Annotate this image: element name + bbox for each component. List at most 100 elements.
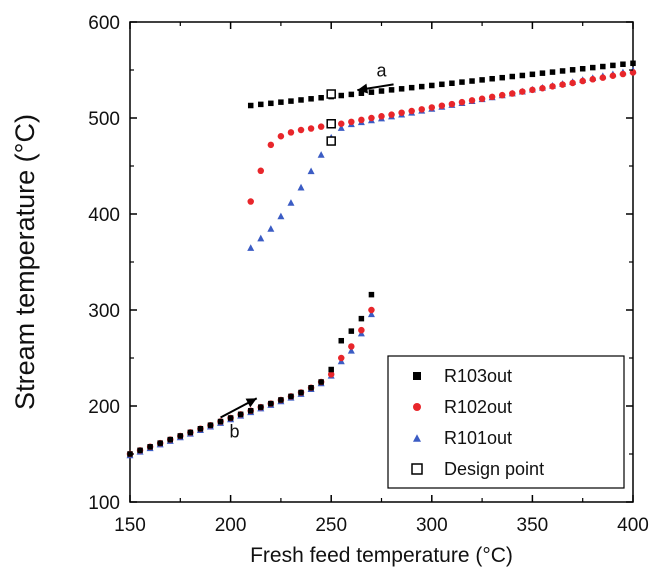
legend-marker-r102out	[413, 403, 421, 411]
r102out-point	[338, 120, 345, 128]
r103out-point	[418, 83, 425, 90]
legend-label-r103out: R103out	[444, 366, 512, 386]
r102out-point	[348, 118, 355, 126]
r102out-point	[297, 126, 305, 134]
r102out-point	[529, 86, 536, 94]
r102out-point	[307, 125, 315, 132]
r103out-point	[147, 444, 153, 450]
r103out-point	[288, 393, 294, 400]
r102out-point	[559, 81, 566, 88]
r103out-point	[237, 411, 244, 418]
r102out-point	[368, 114, 375, 122]
legend-marker-r101out	[413, 434, 421, 442]
r103out-point	[308, 96, 314, 102]
r103out-point	[499, 74, 505, 81]
r101out-point	[277, 212, 285, 220]
annotation-label-a: a	[376, 60, 387, 80]
r103out-point	[247, 408, 254, 414]
r102out-point	[509, 90, 516, 97]
r103out-point	[348, 328, 355, 334]
r102out-point	[478, 95, 486, 103]
r103out-point	[388, 87, 395, 93]
design-point-point	[326, 89, 336, 99]
r102out-point	[327, 371, 335, 378]
r103out-point	[227, 415, 234, 421]
r103out-point	[539, 70, 546, 76]
r102out-point	[348, 343, 355, 350]
r103out-point	[268, 400, 274, 407]
r103out-point	[590, 64, 596, 71]
r102out-point	[277, 132, 285, 140]
annotations: ab	[220, 60, 394, 442]
x-tick-label: 300	[416, 515, 448, 536]
r102out-point	[358, 326, 365, 334]
r101out-point	[257, 234, 265, 242]
legend-marker-design-point	[411, 463, 423, 475]
r102out-point	[368, 306, 375, 314]
series-design-point	[326, 89, 336, 146]
r101out-point	[367, 310, 375, 318]
annotation-arrowhead-b	[245, 398, 257, 408]
r103out-point	[509, 73, 516, 80]
r103out-point	[137, 447, 143, 454]
r103out-point	[247, 102, 254, 109]
r102out-point	[629, 69, 637, 76]
x-tick-label: 350	[517, 515, 549, 536]
r103out-point	[378, 88, 385, 94]
r102out-point	[428, 104, 436, 111]
r103out-point	[197, 426, 204, 432]
r103out-point	[318, 379, 324, 385]
legend-marker-r103out	[413, 372, 421, 380]
legend: R103out R102out R101out Design point	[387, 355, 625, 489]
r103out-point	[217, 418, 224, 425]
r101out-point	[317, 151, 325, 158]
x-tick-label: 150	[114, 515, 146, 536]
x-tick-label: 400	[617, 515, 649, 536]
r103out-point	[449, 80, 455, 86]
r103out-point	[358, 90, 365, 96]
r102out-point	[418, 106, 425, 113]
r103out-point	[519, 72, 526, 79]
r103out-point	[167, 436, 173, 443]
r102out-point	[388, 111, 395, 118]
r103out-point	[298, 389, 304, 396]
r102out-point	[287, 129, 295, 136]
r103out-point	[408, 84, 415, 91]
r102out-point	[247, 198, 254, 205]
y-tick-label: 600	[88, 13, 120, 34]
y-tick-label: 300	[88, 301, 120, 322]
r103out-point	[328, 366, 334, 373]
r103out-point	[187, 429, 194, 436]
r103out-point	[600, 63, 606, 70]
r103out-point	[278, 397, 284, 403]
r102out-point	[539, 84, 546, 92]
r103out-point	[298, 97, 304, 103]
r102out-point	[317, 123, 325, 130]
r103out-point	[177, 433, 184, 439]
r103out-point	[338, 337, 345, 344]
r103out-point	[579, 66, 586, 72]
r101out-point	[307, 167, 315, 175]
design-point-point	[326, 136, 336, 146]
r102out-point	[468, 97, 476, 104]
r103out-point	[559, 68, 566, 74]
r102out-point	[579, 77, 586, 85]
r102out-point	[338, 354, 345, 362]
r102out-point	[498, 91, 506, 99]
r102out-point	[549, 83, 556, 90]
r101out-point	[247, 244, 255, 251]
r102out-point	[619, 70, 627, 78]
r103out-point	[268, 100, 274, 107]
y-tick-label: 400	[88, 205, 120, 226]
r102out-point	[358, 116, 365, 124]
annotation-arrowhead-a	[357, 83, 369, 94]
x-tick-label: 200	[215, 515, 247, 536]
r103out-point	[348, 91, 355, 98]
r101out-point	[347, 346, 355, 354]
r103out-point	[429, 82, 435, 89]
r102out-point	[398, 109, 405, 116]
r103out-point	[157, 440, 163, 446]
r103out-point	[620, 61, 626, 67]
r103out-point	[278, 99, 284, 105]
